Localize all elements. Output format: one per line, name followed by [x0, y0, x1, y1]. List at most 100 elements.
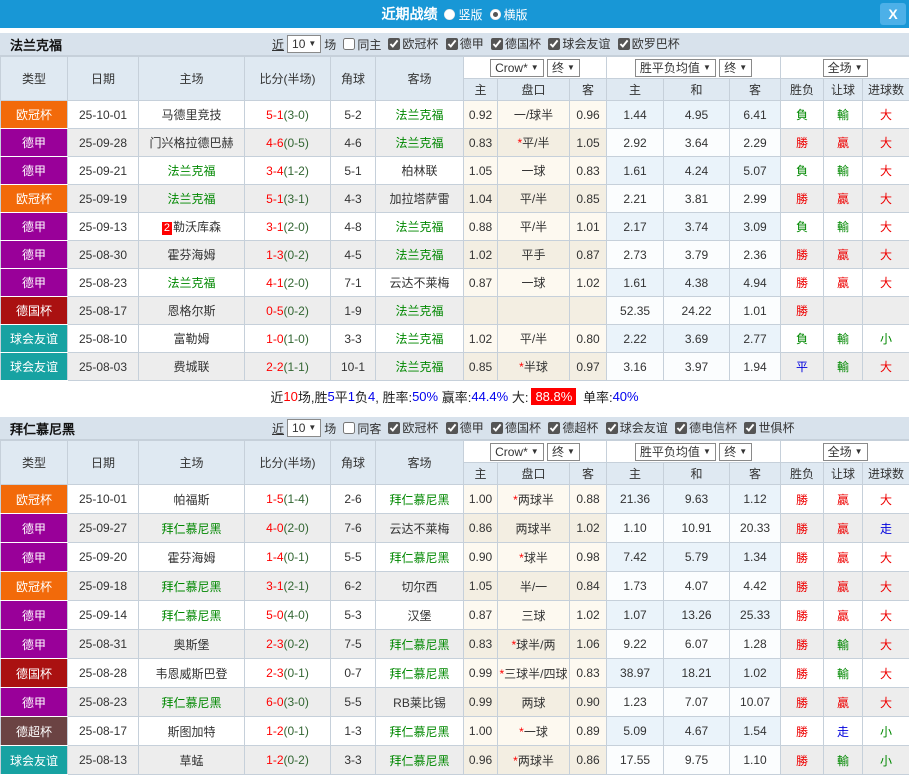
crow-home-odds: 1.05: [464, 157, 498, 185]
home-team: 韦恩威斯巴登: [155, 667, 227, 681]
fulltime-score: 2-3: [266, 666, 283, 680]
handicap-cell: 两球: [498, 688, 570, 717]
chevron-down-icon: ▼: [855, 60, 863, 76]
league-filter[interactable]: 德甲: [446, 35, 484, 52]
league-badge: 球会友谊: [1, 353, 68, 381]
final-odds-dropdown[interactable]: 终 ▼: [719, 59, 752, 77]
avg-draw-odds: 9.63: [664, 485, 730, 514]
league-filter[interactable]: 德超杯: [548, 419, 598, 436]
league-checkbox[interactable]: [388, 38, 400, 50]
handicap-cell: *半球: [498, 353, 570, 381]
same-venue-filter[interactable]: 同客: [343, 420, 381, 437]
handicap-value: 一球: [521, 164, 545, 178]
league-filter[interactable]: 球会友谊: [548, 35, 610, 52]
home-team-cell: 法兰克福: [139, 157, 245, 185]
league-checkbox[interactable]: [618, 38, 630, 50]
league-checkbox[interactable]: [491, 422, 503, 434]
away-team-cell: RB莱比锡: [376, 688, 464, 717]
league-filter[interactable]: 世俱杯: [744, 419, 794, 436]
team-name: 法兰克福: [0, 35, 272, 54]
close-button[interactable]: X: [880, 3, 906, 25]
col-home: 主场: [139, 441, 245, 485]
league-checkbox[interactable]: [491, 38, 503, 50]
layout-vertical-radio[interactable]: 竖版: [444, 6, 482, 23]
handicap-cell: *两球半: [498, 485, 570, 514]
handicap-value: 半球: [524, 360, 548, 374]
final-odds-dropdown[interactable]: 终 ▼: [547, 443, 580, 461]
crow-home-odds: 0.87: [464, 601, 498, 630]
avg-home-odds: 1.23: [607, 688, 664, 717]
avg-home-odds: 7.42: [607, 543, 664, 572]
chevron-down-icon: ▼: [739, 444, 747, 460]
avg-draw-odds: 18.21: [664, 659, 730, 688]
fulltime-group-header: 全场 ▼: [781, 57, 909, 79]
league-checkbox[interactable]: [388, 422, 400, 434]
league-checkbox[interactable]: [548, 38, 560, 50]
avg-odds-dropdown[interactable]: 胜平负均值 ▼: [635, 443, 716, 461]
away-team: 拜仁慕尼黑: [389, 754, 449, 768]
league-filter[interactable]: 球会友谊: [606, 419, 668, 436]
crow-company-dropdown[interactable]: Crow* ▼: [490, 59, 544, 77]
league-filter[interactable]: 欧罗巴杯: [618, 35, 680, 52]
league-checkbox[interactable]: [606, 422, 618, 434]
league-filter[interactable]: 德国杯: [491, 419, 541, 436]
halftime-score: (0-1): [284, 724, 309, 738]
league-checkbox[interactable]: [446, 38, 458, 50]
fulltime-dropdown[interactable]: 全场 ▼: [823, 443, 868, 461]
home-team-cell: 奥斯堡: [139, 630, 245, 659]
team-section: 拜仁慕尼黑 近 10 ▼ 场 同客 欧冠杯 德甲 德国杯 德超: [0, 417, 909, 775]
home-team: 草蜢: [179, 754, 203, 768]
handicap-value: 三球: [521, 609, 545, 623]
crow-home-odds: 0.85: [464, 353, 498, 381]
away-team-cell: 法兰克福: [376, 353, 464, 381]
final-odds-dropdown[interactable]: 终 ▼: [719, 443, 752, 461]
avg-draw-odds: 3.64: [664, 129, 730, 157]
league-label: 世俱杯: [758, 419, 794, 436]
match-date: 25-08-23: [68, 269, 139, 297]
result-handicap: 輸: [824, 630, 863, 659]
league-badge: 德甲: [1, 688, 68, 717]
avg-away-odds: 3.09: [730, 213, 781, 241]
result-handicap: 輸: [824, 101, 863, 129]
header-group-row: 类型 日期 主场 比分(半场) 角球 客场 Crow* ▼ 终 ▼: [1, 441, 909, 463]
recent-count-select[interactable]: 10 ▼: [287, 419, 321, 437]
league-filter[interactable]: 欧冠杯: [388, 35, 438, 52]
col-away: 客场: [376, 57, 464, 101]
handicap-cell: 平/半: [498, 185, 570, 213]
result-wdl: 勝: [781, 630, 824, 659]
final-odds-dropdown[interactable]: 终 ▼: [547, 59, 580, 77]
same-venue-checkbox[interactable]: [343, 38, 355, 50]
result-handicap: 輸: [824, 659, 863, 688]
layout-horizontal-radio[interactable]: 横版: [490, 6, 528, 23]
fulltime-dropdown[interactable]: 全场 ▼: [823, 59, 868, 77]
league-filter[interactable]: 欧冠杯: [388, 419, 438, 436]
radio-icon[interactable]: [444, 9, 455, 20]
league-checkbox[interactable]: [446, 422, 458, 434]
home-team: 富勒姆: [173, 332, 209, 346]
crow-away-odds: 0.96: [570, 101, 607, 129]
col-avg-home: 主: [607, 79, 664, 101]
result-wdl: 勝: [781, 688, 824, 717]
col-avg-home: 主: [607, 463, 664, 485]
result-goals: 小: [863, 746, 909, 775]
radio-checked-icon[interactable]: [490, 9, 501, 20]
games-label: 场: [324, 420, 336, 437]
league-label: 球会友谊: [562, 35, 610, 52]
col-avg-away: 客: [730, 463, 781, 485]
same-venue-filter[interactable]: 同主: [343, 36, 381, 53]
result-handicap: 贏: [824, 241, 863, 269]
corner-cell: 1-3: [331, 717, 376, 746]
league-checkbox[interactable]: [548, 422, 560, 434]
league-filter[interactable]: 德国杯: [491, 35, 541, 52]
league-checkbox[interactable]: [744, 422, 756, 434]
recent-count-select[interactable]: 10 ▼: [287, 35, 321, 53]
result-goals: 小: [863, 325, 909, 353]
league-checkbox[interactable]: [675, 422, 687, 434]
avg-odds-dropdown[interactable]: 胜平负均值 ▼: [635, 59, 716, 77]
corner-cell: 4-6: [331, 129, 376, 157]
crow-company-dropdown[interactable]: Crow* ▼: [490, 443, 544, 461]
league-filter[interactable]: 德电信杯: [675, 419, 737, 436]
same-venue-checkbox[interactable]: [343, 422, 355, 434]
result-handicap: 輸: [824, 325, 863, 353]
league-filter[interactable]: 德甲: [446, 419, 484, 436]
